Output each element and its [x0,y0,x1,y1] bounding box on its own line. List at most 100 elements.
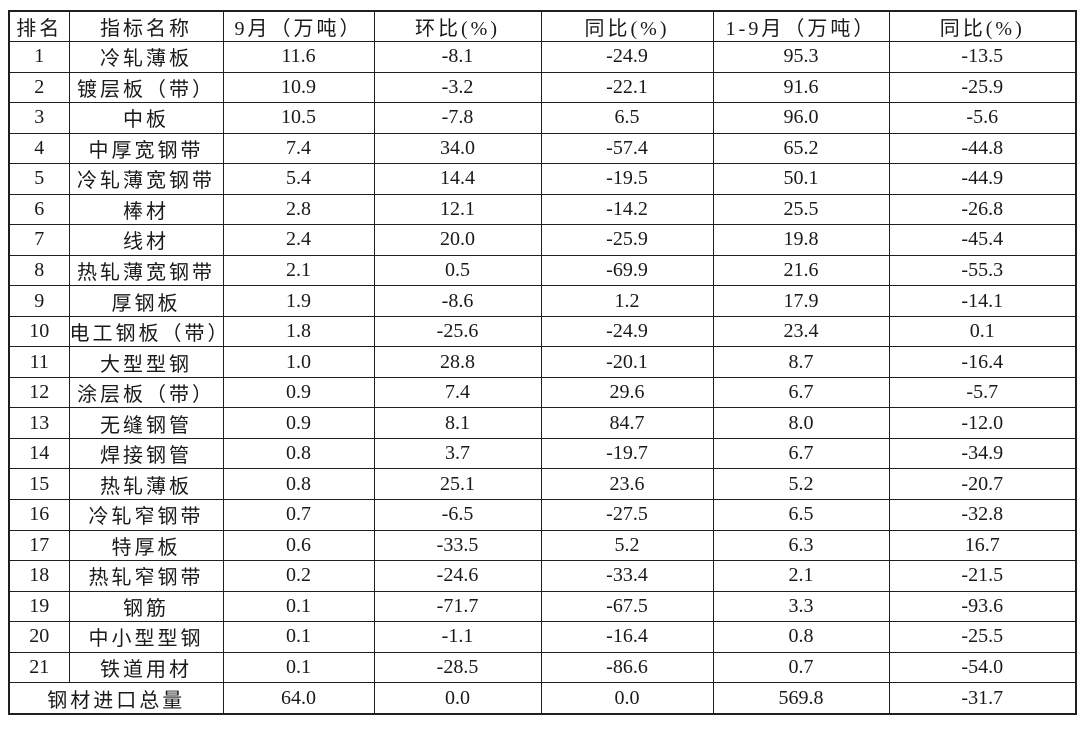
cell-jan-sep-volume: 6.7 [712,437,890,470]
cell-jan-sep-volume: 95.3 [712,41,890,73]
cell-september-volume: 0.9 [222,407,375,439]
cell-mom-pct: 34.0 [373,132,542,165]
cell-cum-yoy-pct: -93.6 [888,590,1077,623]
cell-september-volume: 7.4 [222,132,375,165]
cell-mom-pct: 20.0 [373,224,542,256]
cell-rank: 19 [8,590,70,623]
cell-mom-pct: -8.6 [373,285,542,317]
cell-cum-yoy-pct: -14.1 [888,285,1077,317]
cell-cum-yoy-pct: -5.7 [888,376,1077,409]
cell-september-volume: 0.1 [222,590,375,623]
cell-rank: 17 [8,529,70,562]
cell-indicator-name: 冷轧窄钢带 [68,498,224,531]
cell-yoy-pct: -19.7 [540,437,714,470]
cell-rank: 2 [8,71,70,104]
cell-jan-sep-volume: 6.5 [712,498,890,531]
total-mom-pct: 0.0 [373,682,542,715]
cell-rank: 6 [8,193,70,226]
cell-cum-yoy-pct: -12.0 [888,407,1077,439]
cell-mom-pct: -6.5 [373,498,542,531]
cell-indicator-name: 铁道用材 [68,651,224,684]
cell-jan-sep-volume: 0.7 [712,651,890,684]
cell-indicator-name: 无缝钢管 [68,407,224,439]
cell-cum-yoy-pct: -32.8 [888,498,1077,531]
cell-indicator-name: 冷轧薄板 [68,41,224,73]
cell-yoy-pct: -86.6 [540,651,714,684]
total-jan-sep-volume: 569.8 [712,682,890,715]
cell-yoy-pct: -24.9 [540,315,714,348]
col-header-september-volume: 9月（万吨） [222,10,375,42]
cell-cum-yoy-pct: -13.5 [888,41,1077,73]
cell-mom-pct: -71.7 [373,590,542,623]
cell-cum-yoy-pct: -21.5 [888,560,1077,592]
cell-rank: 9 [8,285,70,317]
cell-yoy-pct: -14.2 [540,193,714,226]
cell-indicator-name: 中厚宽钢带 [68,132,224,165]
cell-cum-yoy-pct: -16.4 [888,346,1077,378]
cell-september-volume: 2.8 [222,193,375,226]
table-row: 10 电工钢板（带） 1.8 -25.6 -24.9 23.4 0.1 [8,315,1077,348]
cell-rank: 7 [8,224,70,256]
cell-cum-yoy-pct: -45.4 [888,224,1077,256]
cell-cum-yoy-pct: -26.8 [888,193,1077,226]
cell-rank: 8 [8,254,70,287]
table-row: 6 棒材 2.8 12.1 -14.2 25.5 -26.8 [8,193,1077,226]
cell-indicator-name: 大型型钢 [68,346,224,378]
cell-september-volume: 1.8 [222,315,375,348]
cell-indicator-name: 特厚板 [68,529,224,562]
cell-mom-pct: 8.1 [373,407,542,439]
cell-mom-pct: -3.2 [373,71,542,104]
table-row: 11 大型型钢 1.0 28.8 -20.1 8.7 -16.4 [8,346,1077,378]
cell-september-volume: 10.5 [222,102,375,134]
table-row: 1 冷轧薄板 11.6 -8.1 -24.9 95.3 -13.5 [8,41,1077,73]
table-row: 20 中小型型钢 0.1 -1.1 -16.4 0.8 -25.5 [8,621,1077,653]
cell-cum-yoy-pct: 0.1 [888,315,1077,348]
cell-rank: 5 [8,163,70,195]
cell-cum-yoy-pct: -5.6 [888,102,1077,134]
cell-yoy-pct: 84.7 [540,407,714,439]
cell-mom-pct: -1.1 [373,621,542,653]
cell-rank: 16 [8,498,70,531]
cell-rank: 13 [8,407,70,439]
cell-mom-pct: 0.5 [373,254,542,287]
cell-indicator-name: 涂层板（带） [68,376,224,409]
cell-september-volume: 0.8 [222,468,375,500]
cell-indicator-name: 镀层板（带） [68,71,224,104]
table-row: 2 镀层板（带） 10.9 -3.2 -22.1 91.6 -25.9 [8,71,1077,104]
cell-cum-yoy-pct: -34.9 [888,437,1077,470]
cell-yoy-pct: 29.6 [540,376,714,409]
cell-rank: 20 [8,621,70,653]
cell-cum-yoy-pct: -44.9 [888,163,1077,195]
cell-rank: 15 [8,468,70,500]
table-row: 17 特厚板 0.6 -33.5 5.2 6.3 16.7 [8,529,1077,562]
cell-jan-sep-volume: 17.9 [712,285,890,317]
col-header-yoy-pct: 同比(%) [540,10,714,42]
cell-yoy-pct: -20.1 [540,346,714,378]
cell-indicator-name: 厚钢板 [68,285,224,317]
cell-jan-sep-volume: 91.6 [712,71,890,104]
cell-mom-pct: -7.8 [373,102,542,134]
cell-jan-sep-volume: 65.2 [712,132,890,165]
table-footer: 钢材进口总量 64.0 0.0 0.0 569.8 -31.7 [8,682,1077,715]
cell-yoy-pct: -25.9 [540,224,714,256]
cell-jan-sep-volume: 21.6 [712,254,890,287]
cell-yoy-pct: -67.5 [540,590,714,623]
table-row: 9 厚钢板 1.9 -8.6 1.2 17.9 -14.1 [8,285,1077,317]
cell-mom-pct: -33.5 [373,529,542,562]
cell-september-volume: 0.1 [222,621,375,653]
cell-jan-sep-volume: 23.4 [712,315,890,348]
cell-yoy-pct: -27.5 [540,498,714,531]
total-row: 钢材进口总量 64.0 0.0 0.0 569.8 -31.7 [8,682,1077,715]
cell-jan-sep-volume: 8.7 [712,346,890,378]
table-row: 13 无缝钢管 0.9 8.1 84.7 8.0 -12.0 [8,407,1077,439]
cell-september-volume: 0.7 [222,498,375,531]
cell-indicator-name: 冷轧薄宽钢带 [68,163,224,195]
cell-september-volume: 0.9 [222,376,375,409]
cell-cum-yoy-pct: -20.7 [888,468,1077,500]
cell-jan-sep-volume: 50.1 [712,163,890,195]
cell-indicator-name: 焊接钢管 [68,437,224,470]
table-row: 7 线材 2.4 20.0 -25.9 19.8 -45.4 [8,224,1077,256]
cell-september-volume: 0.8 [222,437,375,470]
cell-september-volume: 0.1 [222,651,375,684]
